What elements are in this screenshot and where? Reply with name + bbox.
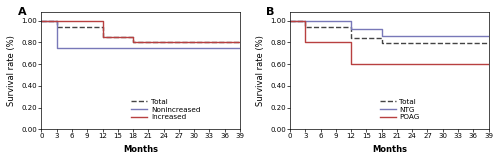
Text: B: B	[266, 7, 274, 17]
X-axis label: Months: Months	[123, 145, 158, 154]
X-axis label: Months: Months	[372, 145, 407, 154]
Legend: Total, NTG, POAG: Total, NTG, POAG	[377, 96, 422, 123]
Y-axis label: Survival rate (%): Survival rate (%)	[256, 35, 264, 106]
Y-axis label: Survival rate (%): Survival rate (%)	[7, 35, 16, 106]
Text: A: A	[18, 7, 26, 17]
Legend: Total, Nonincreased, Increased: Total, Nonincreased, Increased	[128, 96, 203, 123]
